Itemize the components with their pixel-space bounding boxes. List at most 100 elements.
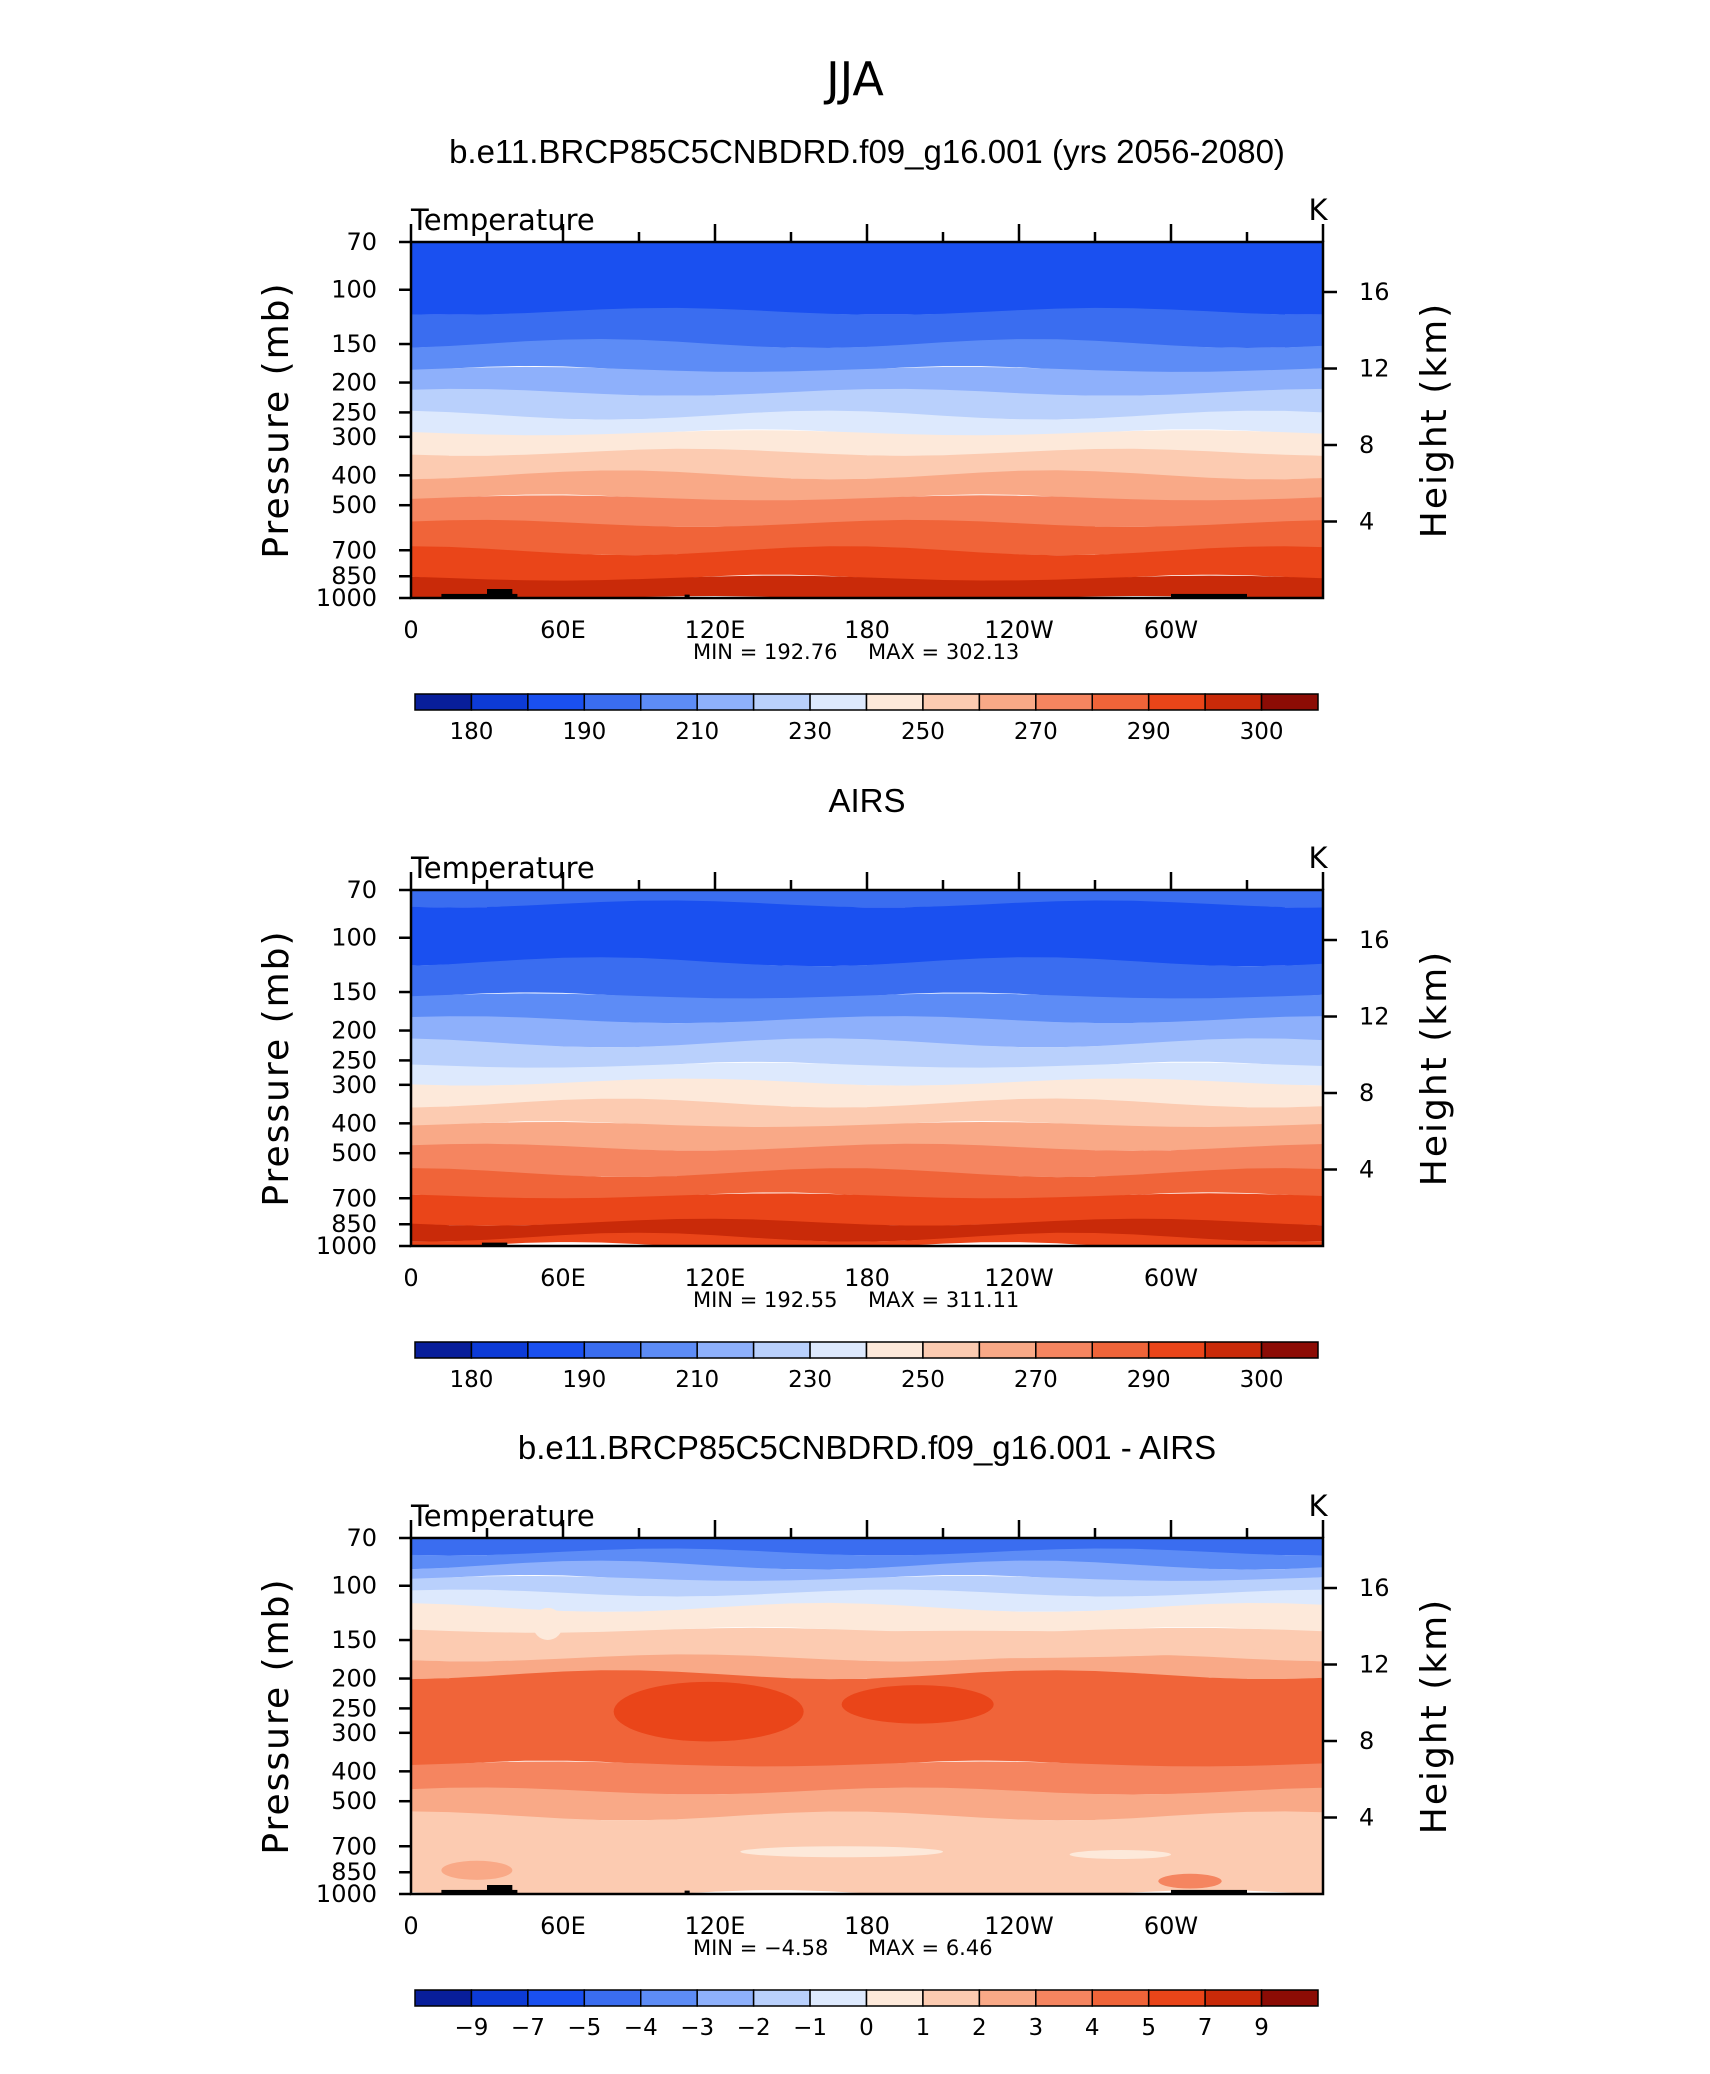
colorbar-label: 7 (1198, 2015, 1213, 2041)
x-tick-label: 60W (1144, 1264, 1198, 1292)
y-tick-label: 150 (331, 1626, 377, 1654)
contour-feature (441, 1860, 513, 1880)
colorbar-swatch (1260, 693, 1319, 711)
colorbar-swatch (1260, 1989, 1319, 2007)
colorbar-swatch (1035, 1341, 1093, 1359)
y-tick-label: 70 (346, 876, 377, 904)
colorbar-label: 270 (1014, 1367, 1058, 1393)
colorbar-swatch (1035, 1989, 1093, 2007)
contour-field (411, 1538, 1323, 1894)
panel-1: b.e11.BRCP85C5CNBDRD.f09_g16.001 (yrs 20… (256, 133, 1455, 745)
colorbar-swatch (1204, 693, 1263, 711)
y-tick-label: 850 (331, 1210, 377, 1238)
colorbar-label: 290 (1127, 719, 1171, 745)
colorbar-label: 3 (1028, 2015, 1043, 2041)
y-axis-label: Pressure (mb) (256, 281, 297, 558)
right-tick-label: 12 (1359, 1003, 1390, 1031)
contour-band (411, 1761, 1323, 1795)
colorbar-label: 230 (788, 1367, 832, 1393)
contour-band (411, 900, 1323, 967)
y-tick-label: 300 (331, 423, 377, 451)
y-tick-label: 150 (331, 978, 377, 1006)
y-tick-label: 250 (331, 1694, 377, 1722)
colorbar-swatch (978, 1341, 1037, 1359)
colorbar-label: 0 (859, 2015, 874, 2041)
topography-mask (441, 589, 1247, 598)
x-tick-label: 0 (403, 1264, 418, 1292)
colorbar-swatch (583, 693, 642, 711)
colorbar-swatch (865, 693, 924, 711)
x-tick-label: 120W (984, 616, 1054, 644)
contour-band (411, 366, 1323, 396)
y-tick-label: 200 (331, 1665, 377, 1693)
x-tick-label: 60E (540, 1264, 586, 1292)
colorbar-label: 4 (1085, 2015, 1100, 2041)
colorbar-label: 250 (901, 719, 945, 745)
colorbar-swatch (1091, 1989, 1150, 2007)
x-tick-label: 60E (540, 1912, 586, 1940)
colorbar-swatch (583, 1989, 642, 2007)
right-tick-label: 16 (1359, 1574, 1390, 1602)
contour-feature (740, 1846, 944, 1858)
contour-band (411, 1121, 1323, 1151)
colorbar-swatch (583, 1341, 642, 1359)
contour-band (411, 1038, 1323, 1071)
contour-band (411, 495, 1323, 527)
colorbar-swatch (640, 1989, 698, 2007)
y-tick-label: 850 (331, 1858, 377, 1886)
right-tick-label: 12 (1359, 1651, 1390, 1679)
y-tick-label: 70 (346, 228, 377, 256)
panel-3: b.e11.BRCP85C5CNBDRD.f09_g16.001 - AIRS T… (256, 1429, 1455, 2041)
contour-band (411, 993, 1323, 1024)
colorbar-swatch (640, 693, 698, 711)
y-tick-label: 200 (331, 1017, 377, 1045)
colorbar-swatch (752, 693, 811, 711)
colorbar-label: −5 (567, 2015, 601, 2041)
right-axis-label: Height (km) (1414, 1598, 1455, 1834)
right-tick-label: 16 (1359, 278, 1390, 306)
y-tick-label: 70 (346, 1524, 377, 1552)
colorbar-swatch (809, 693, 868, 711)
colorbar-label: 210 (675, 1367, 719, 1393)
contour-feature (613, 1681, 804, 1742)
figure-title: JJA (823, 52, 884, 106)
y-tick-label: 1000 (316, 584, 377, 612)
max-label: MAX = 6.46 (868, 1936, 993, 1960)
colorbar-swatch (1147, 1341, 1206, 1359)
x-tick-label: 120W (984, 1264, 1054, 1292)
contour-band (411, 1575, 1323, 1597)
colorbar-swatch (470, 693, 529, 711)
colorbar-label: −4 (624, 2015, 658, 2041)
y-tick-label: 1000 (316, 1880, 377, 1908)
topography-mask (481, 1242, 508, 1246)
contour-feature (1069, 1850, 1172, 1860)
right-tick-label: 16 (1359, 926, 1390, 954)
colorbar-label: 180 (449, 1367, 493, 1393)
y-tick-label: 100 (331, 924, 377, 952)
contour-band (411, 1602, 1323, 1636)
contour-field (411, 890, 1323, 1246)
variable-label: Temperature (410, 203, 595, 237)
colorbar-label: 190 (562, 1367, 606, 1393)
max-label: MAX = 302.13 (868, 640, 1019, 664)
colorbar-swatch (470, 1989, 529, 2007)
colorbar-swatch (696, 693, 755, 711)
right-axis-label: Height (km) (1414, 302, 1455, 538)
y-tick-label: 500 (331, 491, 377, 519)
colorbar-swatch (978, 693, 1037, 711)
topography-mask (441, 1885, 1247, 1894)
x-tick-label: 0 (403, 616, 418, 644)
contour-band (411, 1670, 1323, 1770)
colorbar-label: 2 (972, 2015, 987, 2041)
contour-band (411, 1538, 1323, 1542)
x-tick-label: 120W (984, 1912, 1054, 1940)
colorbar-swatch (865, 1341, 924, 1359)
colorbar-swatch (414, 1341, 473, 1359)
colorbar-swatch (978, 1989, 1037, 2007)
colorbar-swatch (865, 1989, 924, 2007)
contour-band (411, 242, 1323, 315)
variable-label: Temperature (410, 1499, 595, 1533)
y-tick-label: 250 (331, 398, 377, 426)
y-tick-label: 150 (331, 330, 377, 358)
right-tick-label: 8 (1359, 431, 1374, 459)
